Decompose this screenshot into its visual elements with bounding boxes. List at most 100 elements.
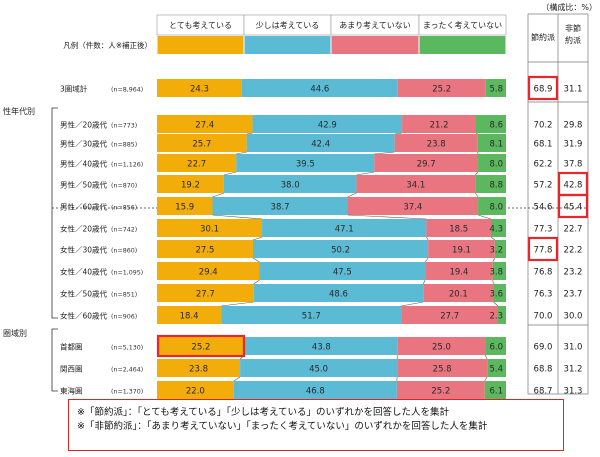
bar-label-not-at-all: 2.3	[489, 312, 503, 322]
connector-line	[426, 236, 429, 241]
side-value-non-saver: 31.9	[564, 140, 583, 150]
connector-line	[492, 257, 496, 263]
bar-label-not-at-all: 6.1	[489, 387, 503, 397]
connector-line	[493, 301, 499, 307]
bar-label-somewhat: 42.9	[318, 121, 337, 131]
bar-very	[157, 337, 245, 355]
bar-label-not-at-all: 3.8	[489, 268, 503, 278]
bar-very	[157, 79, 242, 97]
bar-label-not-at-all: 8.6	[489, 121, 503, 131]
connector-line	[212, 192, 225, 198]
bar-not-at-all	[487, 359, 506, 377]
row-label: 女性／40歳代	[60, 267, 108, 277]
bar-very	[157, 175, 224, 193]
row-label: 首都圏	[60, 342, 83, 352]
connector-line	[246, 132, 253, 135]
row-label: 女性／20歳代	[60, 224, 108, 234]
bar-label-not-much: 34.1	[406, 181, 425, 191]
bar-somewhat	[253, 284, 424, 302]
side-value-non-saver: 31.0	[564, 343, 583, 353]
connector-line	[253, 279, 260, 285]
connector-line	[223, 171, 237, 176]
side-value-non-saver: 37.8	[564, 160, 583, 170]
bar-label-very: 27.5	[196, 246, 215, 256]
bar-label-not-much: 25.2	[432, 85, 451, 95]
row-label: 男性／30歳代	[60, 139, 108, 149]
bar-label-not-at-all: 6.0	[489, 343, 503, 353]
bar-not-much	[426, 219, 491, 237]
side-value-non-saver: 30.0	[564, 312, 583, 322]
row-n: (n=1,126)	[111, 162, 143, 169]
connector-line	[356, 171, 375, 176]
bar-label-very: 30.1	[200, 225, 219, 235]
bar-label-somewhat: 38.0	[281, 181, 300, 191]
row-n: (n=773)	[111, 123, 137, 130]
bar-not-much	[396, 381, 485, 399]
bar-somewhat	[221, 306, 402, 324]
connector-line	[492, 279, 494, 285]
bar-somewhat	[252, 115, 403, 133]
bar-label-not-much: 19.4	[449, 268, 468, 278]
bar-not-at-all	[478, 154, 506, 172]
connector-line	[475, 132, 478, 135]
bar-label-not-at-all: 4.3	[489, 225, 503, 235]
side-value-saver: 70.2	[534, 121, 553, 131]
row-label: 女性／30歳代	[60, 245, 108, 255]
row-label: 男性／20歳代	[60, 120, 108, 130]
bar-label-not-at-all: 3.6	[489, 290, 503, 300]
connector-line	[347, 214, 427, 220]
bar-label-very: 23.8	[189, 365, 208, 375]
bar-label-not-much: 25.2	[431, 387, 450, 397]
connector-line	[477, 214, 492, 220]
bar-label-very: 27.7	[196, 290, 215, 300]
legend-swatch-not-much	[331, 36, 419, 54]
bar-somewhat	[262, 219, 427, 237]
side-value-saver: 69.0	[534, 343, 553, 353]
row-n: (n=8,964)	[111, 87, 143, 94]
bar-somewhat	[259, 262, 426, 280]
bar-somewhat	[246, 134, 395, 152]
connector-line	[212, 214, 263, 220]
bar-not-much	[423, 284, 494, 302]
bar-label-very: 22.0	[186, 387, 205, 397]
bar-somewhat	[233, 381, 397, 399]
bar-very	[157, 154, 237, 172]
connector-line	[236, 151, 247, 155]
legend-label-not-much: あまり考えていない	[339, 21, 411, 30]
bar-somewhat	[240, 359, 398, 377]
legend-label-somewhat: 少しは考えている	[256, 21, 320, 30]
connector-line	[347, 192, 357, 198]
side-value-non-saver: 29.8	[564, 121, 583, 131]
legend-cell-not-at-all	[418, 14, 507, 36]
side-value-saver: 77.3	[534, 225, 553, 235]
bar-not-at-all	[478, 197, 506, 215]
bar-label-not-much: 25.8	[433, 365, 452, 375]
side-value-saver: 54.6	[534, 203, 553, 213]
bar-somewhat	[241, 79, 398, 97]
bar-not-at-all	[497, 306, 506, 324]
bar-label-somewhat: 45.0	[309, 365, 328, 375]
bar-label-not-at-all: 8.8	[489, 181, 503, 191]
group-label-region: 圏域別	[3, 328, 27, 338]
bar-not-at-all	[485, 79, 506, 97]
connector-line	[233, 376, 241, 382]
group-bracket-0	[51, 107, 58, 319]
bar-not-at-all	[484, 381, 506, 399]
footnote-box: ※「節約派」：「とても考えている」「少しは考えている」のいずれかを回答した人を集…	[68, 399, 564, 451]
bar-not-much	[374, 154, 479, 172]
bar-not-at-all	[477, 134, 506, 152]
row-n: (n=742)	[111, 227, 137, 234]
group-bracket-1	[51, 328, 58, 392]
row-n: (n=1,095)	[111, 270, 143, 277]
bar-label-somewhat: 43.8	[312, 343, 331, 353]
connector-line	[424, 257, 429, 263]
bar-not-at-all	[494, 240, 506, 258]
bar-somewhat	[236, 154, 375, 172]
bar-very	[157, 115, 253, 133]
row-n: (n=906)	[111, 314, 137, 321]
side-value-saver: 76.8	[534, 268, 553, 278]
side-value-non-saver: 31.2	[564, 365, 583, 375]
bar-label-very: 15.9	[175, 203, 194, 213]
side-header-non-saver-1: 非節	[565, 23, 581, 33]
